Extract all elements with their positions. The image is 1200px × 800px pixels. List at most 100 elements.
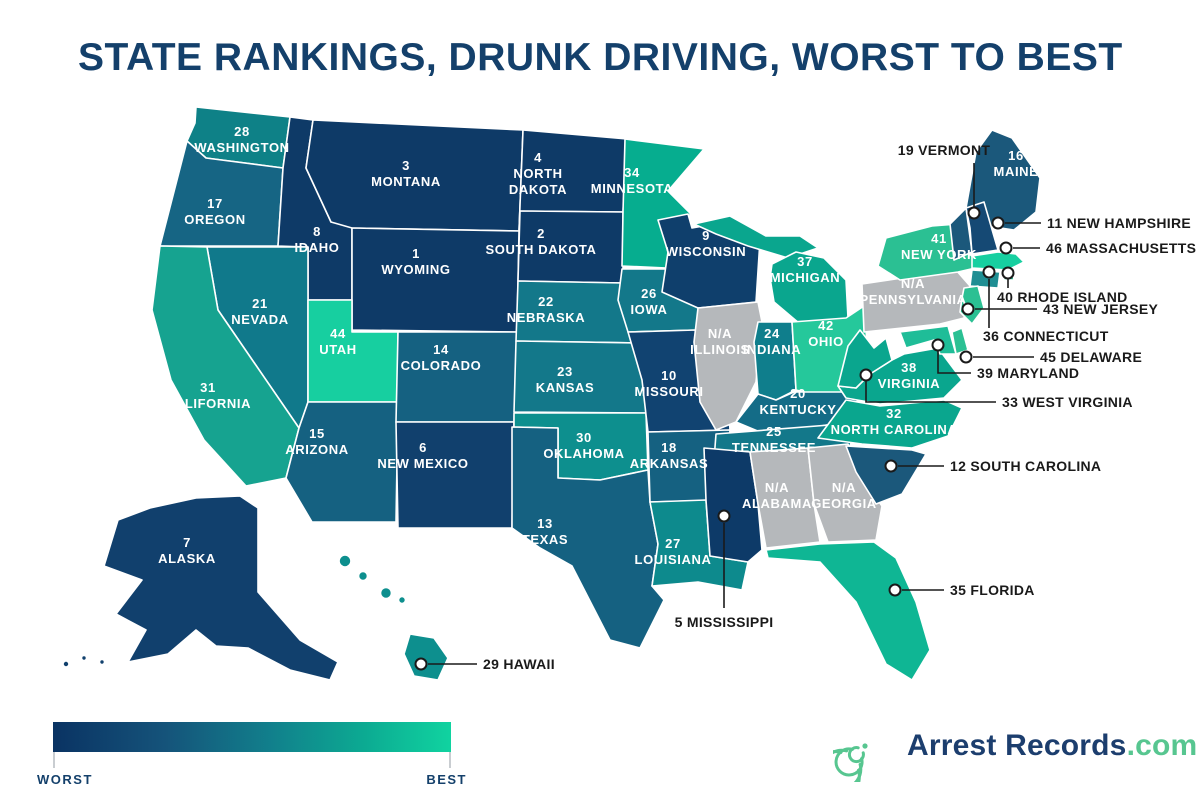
state-label-new-mexico: 6 NEW MEXICO xyxy=(377,440,468,471)
state-north-carolina xyxy=(817,399,963,449)
callout-dot-vermont xyxy=(967,206,981,220)
state-label-missouri: 10 MISSOURI xyxy=(634,368,703,399)
callout-label-hawaii: 29 HAWAII xyxy=(483,656,555,672)
state-label-california: 31 CALIFORNIA xyxy=(165,380,251,411)
callout-label-mississippi: 5 MISSISSIPPI xyxy=(675,614,774,630)
state-label-tennessee: 25 TENNESSEE xyxy=(732,424,816,455)
hawaii-island xyxy=(397,595,407,605)
alaska-island xyxy=(62,660,70,668)
brand-wordmark: Arrest Records.com xyxy=(907,729,1197,763)
fingerprint-icon xyxy=(833,743,868,782)
state-label-utah: 44 UTAH xyxy=(319,326,357,357)
state-new-mexico xyxy=(395,421,515,529)
callout-label-south-carolina: 12 SOUTH CAROLINA xyxy=(950,458,1101,474)
callout-dot-connecticut xyxy=(982,265,996,279)
page-title: STATE RANKINGS, DRUNK DRIVING, WORST TO … xyxy=(78,36,1123,79)
alaska-island xyxy=(80,654,88,662)
callout-dot-new-hampshire xyxy=(991,216,1005,230)
callout-label-florida: 35 FLORIDA xyxy=(950,582,1035,598)
state-label-ohio: 42 OHIO xyxy=(808,318,844,349)
state-label-montana: 3 MONTANA xyxy=(371,158,441,189)
legend-worst-label: WORST xyxy=(37,772,93,787)
state-label-indiana: 24 INDIANA xyxy=(743,326,801,357)
state-south-carolina xyxy=(845,445,927,505)
legend-tick-best xyxy=(449,752,451,768)
state-label-louisiana: 27 LOUISIANA xyxy=(635,536,712,567)
callout-line-west-virginia xyxy=(865,381,996,403)
callout-dot-west-virginia xyxy=(859,368,873,382)
state-label-arizona: 15 ARIZONA xyxy=(285,426,348,457)
callout-label-new-hampshire: 11 NEW HAMPSHIRE xyxy=(1047,215,1191,231)
state-colorado xyxy=(395,331,518,423)
callout-dot-south-carolina xyxy=(884,459,898,473)
state-label-minnesota: 34 MINNESOTA xyxy=(591,165,673,196)
state-california xyxy=(151,245,300,487)
callout-label-maryland: 39 MARYLAND xyxy=(977,365,1079,381)
state-label-north-carolina: 32 NORTH CAROLINA xyxy=(831,406,958,437)
legend: WORST BEST xyxy=(37,722,466,787)
alaska-island xyxy=(98,658,106,666)
legend-tick-worst xyxy=(53,752,55,768)
state-kansas xyxy=(513,340,647,414)
state-label-washington: 28 WASHINGTON xyxy=(194,124,289,155)
callout-dot-mississippi xyxy=(717,509,731,523)
state-label-iowa: 26 IOWA xyxy=(630,286,667,317)
callout-dot-hawaii xyxy=(414,657,428,671)
state-alaska xyxy=(103,495,339,681)
state-west-virginia xyxy=(837,329,893,389)
state-label-virginia: 38 VIRGINIA xyxy=(878,360,941,391)
legend-best-label: BEST xyxy=(426,772,467,787)
brand-suffix: .com xyxy=(1126,729,1198,762)
callout-dot-rhode-island xyxy=(1001,266,1015,280)
brand-name: Arrest Records xyxy=(907,729,1127,762)
callout-line-maryland xyxy=(937,351,971,374)
hawaii-big-island xyxy=(403,633,449,681)
state-label-colorado: 14 COLORADO xyxy=(401,342,482,373)
hawaii-island xyxy=(338,554,352,568)
state-label-idaho: 8 IDAHO xyxy=(295,224,340,255)
state-florida xyxy=(765,541,931,681)
state-label-pennsylvania: N/A PENNSYLVANIA xyxy=(859,276,966,307)
callout-dot-maryland xyxy=(931,338,945,352)
callout-dot-delaware xyxy=(959,350,973,364)
state-label-wyoming: 1 WYOMING xyxy=(381,246,450,277)
state-label-alaska: 7 ALASKA xyxy=(158,535,216,566)
state-label-oregon: 17 OREGON xyxy=(184,196,245,227)
callout-label-west-virginia: 33 WEST VIRGINIA xyxy=(1002,394,1133,410)
state-label-texas: 13 TEXAS xyxy=(522,516,568,547)
state-label-nevada: 21 NEVADA xyxy=(231,296,289,327)
callout-dot-new-jersey xyxy=(961,302,975,316)
state-label-kentucky: 20 KENTUCKY xyxy=(759,386,836,417)
state-label-nebraska: 22 NEBRASKA xyxy=(507,294,585,325)
callout-dot-massachusetts xyxy=(999,241,1013,255)
state-labels: 28 WASHINGTON 17 OREGON 31 CALIFORNIA 21 NEV… xyxy=(158,124,1038,567)
state-label-north-dakota: 4 NORTH DAKOTA xyxy=(509,150,567,197)
callout-label-rhode-island: 40 RHODE ISLAND xyxy=(997,289,1128,305)
callout-label-new-jersey: 43 NEW JERSEY xyxy=(1043,301,1159,317)
brand-logo: Arrest Records.com xyxy=(833,710,1197,782)
callout-label-massachusetts: 46 MASSACHUSETTS xyxy=(1046,240,1196,256)
state-label-illinois: N/A ILLINOIS xyxy=(690,326,750,357)
callout-label-connecticut: 36 CONNECTICUT xyxy=(983,328,1109,344)
state-label-south-dakota: 2 SOUTH DAKOTA xyxy=(486,226,597,257)
callout-label-delaware: 45 DELAWARE xyxy=(1040,349,1142,365)
callouts: 19 VERMONT 11 NEW HAMPSHIRE 46 MASSACHUS… xyxy=(414,142,1196,672)
state-label-georgia: N/A GEORGIA xyxy=(811,480,877,511)
callout-label-vermont: 19 VERMONT xyxy=(898,142,991,158)
state-michigan-upper xyxy=(693,215,819,259)
legend-gradient-bar xyxy=(53,722,451,752)
state-label-alabama: N/A ALABAMA xyxy=(742,480,812,511)
state-label-new-york: 41 NEW YORK xyxy=(901,231,977,262)
state-label-kansas: 23 KANSAS xyxy=(536,364,595,395)
callout-dot-florida xyxy=(888,583,902,597)
state-label-maine: 16 MAINE xyxy=(994,148,1039,179)
hawaii-island xyxy=(357,570,369,582)
state-label-wisconsin: 9 WISCONSIN xyxy=(666,228,747,259)
state-label-michigan: 37 MICHIGAN xyxy=(770,254,841,285)
state-label-arkansas: 18 ARKANSAS xyxy=(630,440,708,471)
state-massachusetts xyxy=(971,251,1025,271)
hawaii-island xyxy=(379,586,393,600)
state-label-oklahoma: 30 OKLAHOMA xyxy=(543,430,624,461)
